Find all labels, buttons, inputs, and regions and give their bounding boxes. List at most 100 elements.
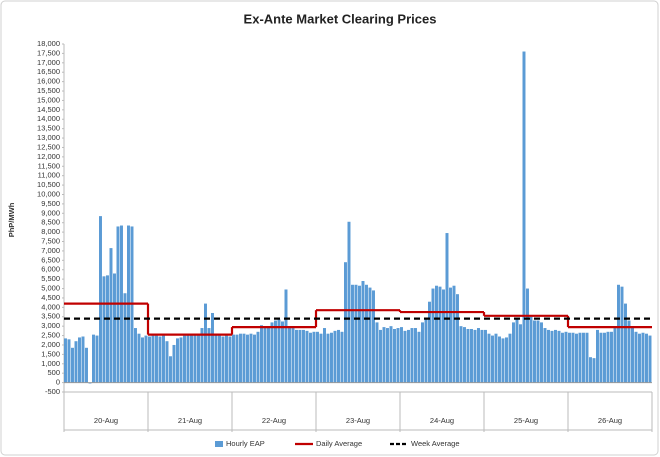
bar: [456, 294, 459, 383]
y-tick-label: 16,500: [37, 67, 60, 76]
y-tick-label: 10,000: [37, 189, 60, 198]
bar: [256, 331, 260, 383]
bar: [337, 329, 340, 383]
bar: [249, 333, 253, 383]
bar: [624, 303, 627, 383]
bar: [235, 334, 239, 383]
y-tick-label: 3,500: [41, 312, 60, 321]
bar: [424, 318, 428, 383]
y-tick-label: 14,000: [37, 114, 60, 123]
bar: [305, 330, 309, 383]
bar: [151, 335, 155, 383]
bar: [309, 332, 312, 383]
bar: [631, 327, 634, 383]
bar: [435, 285, 438, 383]
bar: [225, 335, 228, 383]
y-tick-label: 17,500: [37, 48, 60, 57]
y-tick-label: 17,000: [37, 58, 60, 67]
bar: [358, 285, 361, 383]
bar: [270, 322, 274, 383]
bar: [522, 51, 526, 383]
bar: [302, 329, 305, 383]
y-tick-label: 4,500: [41, 293, 60, 302]
bar: [183, 335, 186, 383]
bar: [396, 328, 400, 383]
bar: [536, 320, 540, 383]
bar: [526, 288, 529, 383]
y-axis-label: PhP/MWh: [7, 202, 16, 237]
bar: [200, 328, 204, 383]
bar: [431, 288, 435, 383]
bar: [67, 339, 71, 383]
bar: [407, 329, 410, 383]
bar: [295, 329, 298, 383]
bar: [365, 284, 368, 383]
bar: [351, 284, 354, 383]
bar: [92, 334, 95, 383]
bar: [368, 287, 372, 383]
bar: [634, 331, 638, 383]
bar: [400, 327, 403, 383]
bar: [319, 333, 323, 383]
bar: [571, 332, 575, 383]
x-tick-label: 24-Aug: [430, 416, 454, 425]
bar: [438, 286, 442, 383]
bar: [473, 329, 477, 383]
bar: [599, 332, 603, 383]
bar: [414, 328, 417, 383]
bar: [410, 328, 414, 383]
bar: [582, 332, 585, 383]
bar: [585, 332, 589, 383]
bar: [382, 327, 386, 383]
y-tick-label: 6,000: [41, 265, 60, 274]
bar: [144, 335, 148, 383]
bar: [477, 328, 480, 383]
bar: [417, 331, 421, 383]
bar: [326, 333, 330, 383]
y-tick-label: 8,000: [41, 227, 60, 236]
bar: [554, 329, 557, 383]
bar: [312, 331, 316, 383]
bar: [533, 320, 536, 383]
bar: [281, 321, 284, 383]
y-tick-label: 12,500: [37, 142, 60, 151]
y-tick-label: 3,000: [41, 321, 60, 330]
bar: [284, 289, 288, 383]
bar: [113, 273, 116, 383]
bar: [102, 276, 106, 383]
bar: [617, 284, 620, 383]
bar: [620, 286, 624, 383]
bar: [207, 328, 211, 383]
y-tick-label: 500: [47, 368, 60, 377]
bar: [445, 233, 449, 383]
bar: [204, 303, 207, 383]
bar: [214, 333, 218, 383]
y-tick-label: 15,500: [37, 86, 60, 95]
bar: [232, 334, 235, 383]
legend-label: Daily Average: [316, 439, 362, 448]
bar: [508, 333, 512, 383]
bar: [179, 337, 183, 383]
bar: [298, 329, 302, 383]
bar: [610, 331, 613, 383]
bar: [494, 333, 498, 383]
bar: [106, 275, 109, 383]
bar: [277, 319, 281, 383]
bar: [85, 347, 88, 383]
bar: [211, 312, 214, 383]
y-tick-label: 18,000: [37, 39, 60, 48]
bar: [176, 338, 179, 383]
bar: [267, 326, 270, 383]
bar: [512, 322, 515, 383]
bar: [123, 293, 127, 383]
bar: [498, 336, 501, 383]
bar: [228, 336, 232, 383]
bar: [242, 333, 246, 383]
x-tick-label: 21-Aug: [178, 416, 202, 425]
bar: [589, 357, 592, 383]
y-tick-label: 14,500: [37, 105, 60, 114]
bar: [74, 341, 78, 383]
x-tick-label: 20-Aug: [94, 416, 118, 425]
bar: [463, 327, 466, 383]
